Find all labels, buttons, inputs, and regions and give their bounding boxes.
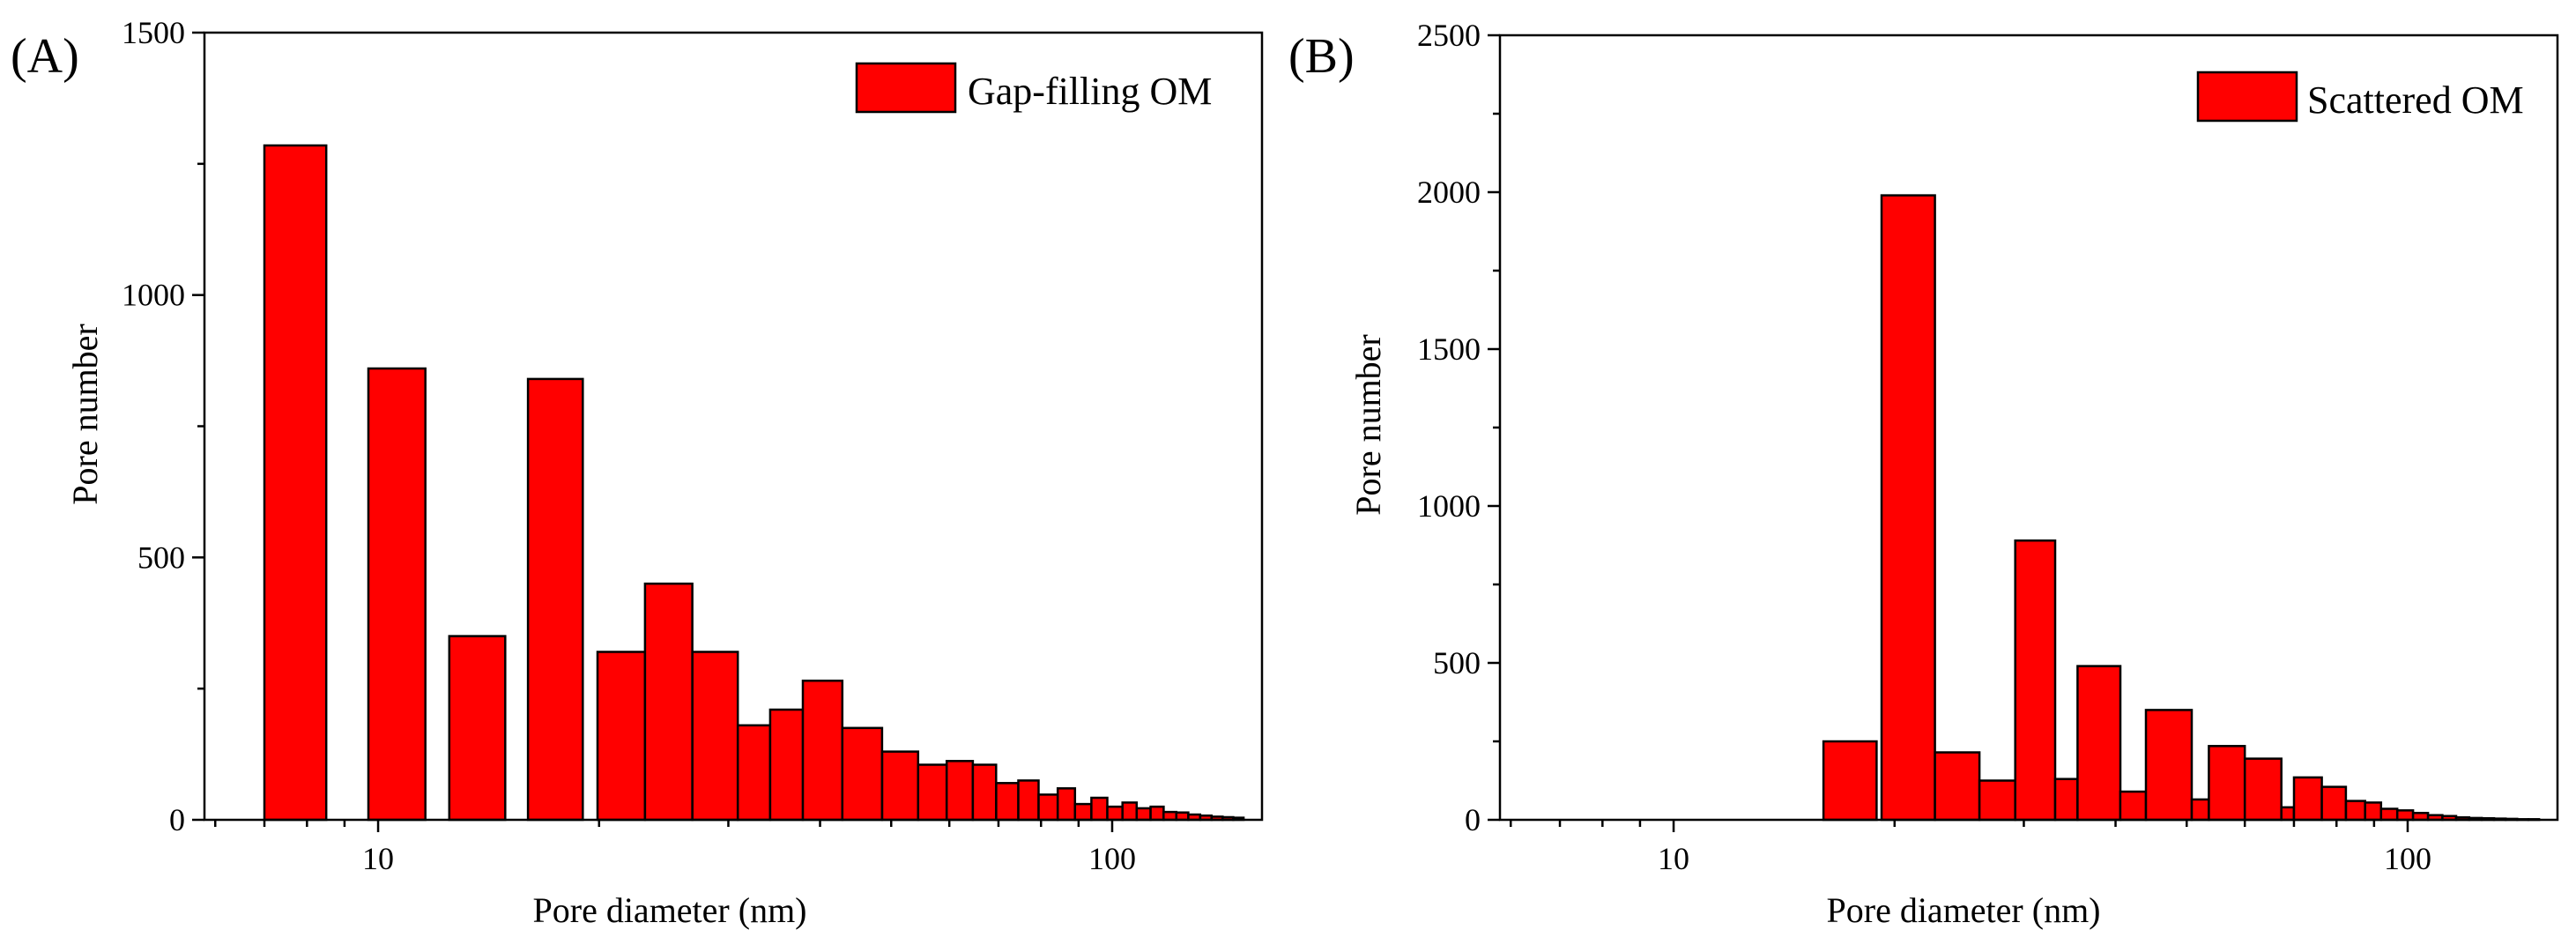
panel-a-bar-16	[1017, 779, 1040, 822]
panel-a-bar-21	[1106, 805, 1124, 822]
panel-b-bar-9	[2190, 798, 2210, 822]
panel-b-bar-13	[2292, 776, 2323, 822]
panel-b-y-tick-label-5: 2500	[1417, 18, 1481, 53]
panel-a-y-tick-label-1: 500	[137, 539, 185, 575]
panel-b-x-ticks: 10 100	[1510, 820, 2431, 876]
panel-b-legend: Scattered OM	[2196, 71, 2524, 123]
panel-b-bar-17	[2379, 807, 2399, 822]
panel-b-y-tick-label-4: 2000	[1417, 175, 1481, 210]
panel-b-x-tick-label-1: 100	[2384, 841, 2431, 876]
panel-b-bars	[1822, 194, 2541, 822]
panel-a-bar-17	[1037, 793, 1059, 822]
panel-b-bar-6	[2076, 665, 2122, 822]
panel-a-bar-12	[917, 763, 948, 822]
panel-b-frame	[1498, 33, 2559, 822]
panel-a-y-tick-label-2: 1000	[122, 278, 185, 313]
panel-a-bar-24	[1149, 805, 1165, 822]
panel-a-bar-22	[1121, 801, 1139, 822]
panel-b-bar-14	[2320, 785, 2348, 822]
panel-b-bar-10	[2208, 745, 2246, 822]
panel-b-bar-7	[2119, 790, 2148, 822]
panel-a: (A) 0 500 1000 1500 10 100 Gap-filling OM Po…	[11, 15, 1264, 930]
panel-a-bar-5	[643, 582, 694, 822]
panel-a-bar-14	[971, 763, 998, 822]
panel-b-y-tick-label-2: 1000	[1417, 488, 1481, 524]
panel-a-x-ticks: 10 100	[214, 820, 1136, 876]
panel-a-y-tick-label-0: 0	[169, 802, 185, 837]
panel-a-bar-25	[1162, 810, 1178, 822]
panel-a-bar-13	[945, 760, 975, 822]
panel-a-bar-7	[736, 724, 772, 822]
panel-b-bar-3	[1978, 779, 2016, 822]
panel-a-y-tick-label-3: 1500	[122, 15, 185, 50]
panel-a-legend: Gap-filling OM	[855, 62, 1212, 114]
panel-b-bar-16	[2364, 801, 2383, 822]
panel-b-x-tick-label-0: 10	[1658, 841, 1689, 876]
panel-a-bar-11	[880, 750, 920, 822]
panel-a-y-ticks: 0 500 1000 1500	[122, 15, 204, 837]
panel-a-bar-10	[841, 726, 884, 822]
panel-b-bar-18	[2395, 809, 2415, 822]
panel-a-bar-19	[1073, 802, 1093, 822]
panel-a-bar-15	[995, 782, 1020, 822]
panel-b-bar-12	[2280, 806, 2296, 822]
panel-a-x-axis-title: Pore diameter (nm)	[533, 890, 807, 930]
panel-b-bar-4	[2014, 539, 2057, 822]
panel-b-y-tick-label-3: 1500	[1417, 331, 1481, 367]
panel-a-legend-label: Gap-filling OM	[968, 70, 1212, 113]
panel-b-y-tick-label-1: 500	[1433, 645, 1481, 681]
panel-b: (B) 0 500 1000 1500 2000 2500 10 100 Scattered…	[1288, 18, 2559, 930]
panel-a-legend-swatch	[855, 62, 957, 114]
panel-b-bar-11	[2243, 757, 2283, 822]
panel-a-bar-6	[691, 651, 739, 822]
panel-a-x-tick-label-1: 100	[1088, 841, 1136, 876]
panel-a-bar-2	[448, 635, 507, 822]
panel-b-x-axis-title: Pore diameter (nm)	[1827, 890, 2101, 930]
panel-a-bar-1	[367, 367, 427, 822]
panel-b-y-tick-label-0: 0	[1465, 802, 1481, 837]
panel-a-y-axis-title: Pore number	[65, 324, 105, 505]
panel-a-bar-9	[801, 679, 844, 822]
panel-a-x-tick-label-0: 10	[362, 841, 394, 876]
panel-b-bar-0	[1822, 740, 1878, 822]
panel-b-legend-swatch	[2196, 71, 2298, 123]
panel-b-legend-label: Scattered OM	[2307, 78, 2524, 122]
panel-b-y-ticks: 0 500 1000 1500 2000 2500	[1417, 18, 1500, 837]
panel-b-bar-2	[1934, 751, 1981, 822]
panel-a-bar-0	[263, 144, 328, 822]
panel-a-bar-3	[526, 377, 584, 822]
panel-a-bar-23	[1135, 807, 1152, 822]
panel-b-bar-1	[1880, 194, 1936, 822]
panel-a-bar-18	[1056, 787, 1077, 822]
panel-a-bars	[263, 144, 1245, 822]
panel-b-bar-8	[2144, 709, 2194, 822]
panel-b-label: (B)	[1288, 29, 1355, 84]
panel-a-bar-8	[768, 708, 805, 822]
panel-a-bar-4	[596, 651, 647, 822]
panel-b-y-axis-title: Pore number	[1348, 334, 1388, 516]
panel-a-bar-20	[1090, 796, 1109, 822]
panel-a-label: (A)	[11, 29, 79, 84]
panel-b-bar-15	[2344, 800, 2366, 822]
panel-b-bar-5	[2053, 778, 2079, 822]
